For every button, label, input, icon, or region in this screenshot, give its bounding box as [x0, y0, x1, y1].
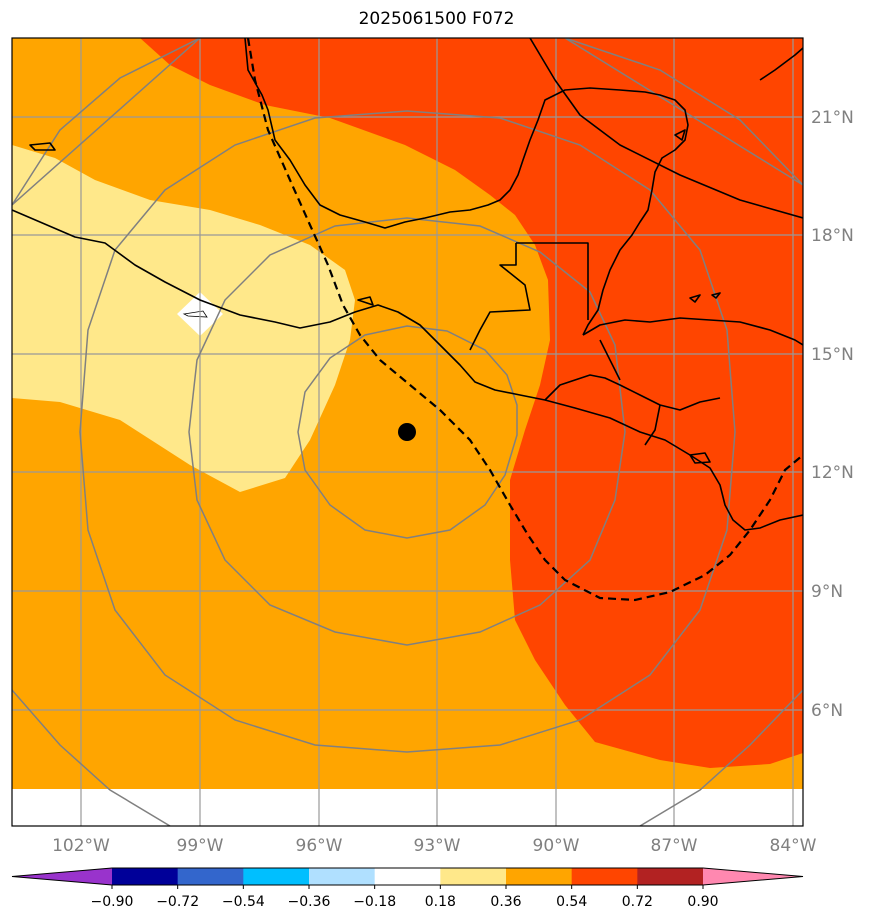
- lat-label: 18°N: [811, 226, 854, 246]
- coastlines: [12, 38, 803, 531]
- colorbar-segment: [177, 868, 244, 885]
- lon-label: 99°W: [177, 836, 224, 856]
- range-ring-1: [297, 325, 518, 539]
- small-island-3: [689, 292, 721, 303]
- gridlines: [12, 38, 803, 826]
- colorbar: −0.90 −0.72 −0.54 −0.36 −0.18 0.18 0.36 0.54 0.7…: [11, 867, 804, 910]
- colorbar-extend-low: [12, 868, 112, 885]
- colorbar-tick-label: 0.72: [622, 894, 653, 910]
- range-ring-4c: [12, 689, 803, 826]
- small-island-5: [689, 452, 711, 464]
- colorbar-segment: [374, 868, 441, 885]
- lon-label: 84°W: [770, 836, 817, 856]
- yucatan-island: [759, 47, 803, 81]
- lat-label: 21°N: [811, 108, 854, 128]
- storm-center-marker: [398, 423, 416, 441]
- lat-label: 12°N: [811, 463, 854, 483]
- gulf-coast: [244, 38, 689, 336]
- forecast-track-dashed: [246, 38, 803, 602]
- colorbar-segment: [506, 868, 573, 885]
- lon-labels: 102°W 99°W 96°W 93°W 90°W 87°W 84°W: [52, 836, 817, 856]
- lat-labels: 21°N 18°N 15°N 12°N 9°N 6°N: [811, 108, 854, 721]
- colorbar-tick-label: 0.54: [556, 894, 587, 910]
- central-america-borders: [544, 339, 721, 446]
- colorbar-segment: [440, 868, 507, 885]
- colorbar-tick-label: −0.36: [288, 894, 331, 910]
- colorbar-tick-label: −0.54: [222, 894, 265, 910]
- small-island-2: [674, 129, 686, 141]
- lon-label: 90°W: [533, 836, 580, 856]
- small-island-1: [29, 142, 56, 151]
- pacific-coast-mexico: [12, 209, 803, 531]
- colorbar-tick-label: −0.90: [91, 894, 134, 910]
- colorbar-segment: [243, 868, 310, 885]
- lon-label: 96°W: [296, 836, 343, 856]
- colorbar-tick-label: 0.18: [425, 894, 456, 910]
- lon-label: 102°W: [52, 836, 110, 856]
- colorbar-segment: [571, 868, 638, 885]
- map-title: 2025061500 F072: [358, 9, 515, 29]
- colorbar-tick-label: −0.72: [156, 894, 199, 910]
- lat-label: 6°N: [811, 701, 843, 721]
- colorbar-tick-label: 0.90: [687, 894, 718, 910]
- colorbar-extend-high: [703, 868, 803, 885]
- cuba-coast: [529, 38, 803, 219]
- no-data-strip: [12, 789, 803, 826]
- fill-red-orange-region: [140, 38, 803, 768]
- lon-label: 93°W: [414, 836, 461, 856]
- small-island-4: [357, 296, 374, 306]
- small-contour-shape: [182, 310, 208, 318]
- colorbar-tick-label: 0.36: [490, 894, 521, 910]
- colorbar-segment: [309, 868, 376, 885]
- range-ring-4b: [564, 38, 803, 186]
- lat-label: 15°N: [811, 345, 854, 365]
- colorbar-tick-label: −0.18: [353, 894, 396, 910]
- colorbar-segment: [112, 868, 179, 885]
- range-rings: [12, 38, 803, 826]
- map-panel: [12, 38, 803, 826]
- central-america-north-coast: [582, 317, 803, 346]
- colorbar-segment: [637, 868, 704, 885]
- lat-label: 9°N: [811, 582, 843, 602]
- lon-label: 87°W: [651, 836, 698, 856]
- guatemala-mexico-border: [469, 242, 589, 351]
- map-border: [11, 37, 804, 827]
- range-ring-4: [12, 38, 201, 206]
